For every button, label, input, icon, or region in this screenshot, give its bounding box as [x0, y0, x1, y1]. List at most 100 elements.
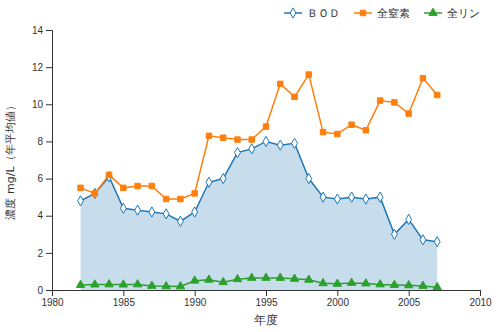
marker — [249, 144, 255, 154]
marker — [135, 205, 141, 215]
marker — [290, 274, 298, 281]
legend-item: ＢＯＤ — [284, 7, 340, 20]
tick: 4 — [37, 210, 52, 221]
marker — [363, 128, 368, 133]
tick: 1995 — [255, 290, 278, 308]
markers — [76, 273, 441, 289]
marker — [192, 207, 198, 217]
marker — [106, 172, 111, 177]
marker — [362, 279, 370, 286]
marker — [121, 185, 126, 190]
marks — [76, 72, 441, 290]
markers — [78, 136, 441, 246]
marker — [220, 135, 225, 140]
tick-mark — [409, 290, 410, 296]
marker — [206, 133, 211, 138]
marker — [377, 192, 383, 202]
marker — [163, 196, 168, 201]
y-axis: 02468101214 — [32, 25, 53, 296]
tick-mark — [46, 30, 52, 31]
marker — [349, 192, 355, 202]
x-axis-title: 年度 — [254, 313, 278, 327]
marker — [406, 214, 412, 224]
marker — [292, 94, 297, 99]
marker — [420, 235, 426, 245]
tick-label: 1985 — [113, 297, 136, 308]
tick-label: 1990 — [184, 297, 207, 308]
tick-label: 4 — [37, 210, 43, 221]
marker — [335, 131, 340, 136]
chart-container: 198019851990199520002005201002468101214年… — [0, 0, 500, 332]
area — [81, 141, 438, 290]
line — [81, 75, 438, 199]
marker — [333, 279, 341, 286]
tick: 8 — [37, 136, 52, 147]
marker — [349, 122, 354, 127]
y-axis-title: 濃度 mg/L（年平均値） — [4, 100, 17, 219]
tick-mark — [46, 179, 52, 180]
marker — [135, 183, 140, 188]
marker — [206, 177, 212, 187]
marker — [334, 194, 340, 204]
tick-label: 6 — [37, 173, 43, 184]
legend-label: ＢＯＤ — [307, 7, 340, 20]
tick-label: 2000 — [327, 297, 350, 308]
marker — [191, 276, 199, 283]
axis-line — [53, 291, 481, 297]
tick-mark — [46, 253, 52, 254]
tick: 2005 — [398, 290, 421, 308]
tick: 1985 — [113, 290, 136, 308]
marker — [306, 173, 312, 183]
marker — [91, 280, 99, 287]
marker — [105, 280, 113, 287]
marker — [162, 281, 170, 288]
tick-mark — [46, 216, 52, 217]
tick-label: 0 — [37, 285, 43, 296]
marker — [106, 172, 112, 182]
tick: 0 — [37, 285, 52, 296]
legend-item: 全窒素 — [354, 7, 410, 20]
marker — [420, 76, 425, 81]
legend-item: 全リン — [424, 7, 480, 20]
line — [81, 278, 438, 287]
marker — [433, 282, 441, 289]
legend: ＢＯＤ 全窒素 全リン — [284, 7, 480, 20]
marker — [177, 216, 183, 226]
tick-mark — [337, 290, 338, 296]
marker — [262, 273, 270, 280]
marker — [120, 203, 126, 213]
marker — [78, 185, 83, 190]
legend-label: 全窒素 — [377, 7, 410, 20]
tick-mark — [46, 104, 52, 105]
markers — [78, 72, 440, 202]
marker — [78, 196, 84, 206]
tick-mark — [46, 290, 52, 291]
tick: 6 — [37, 173, 52, 184]
tick: 1990 — [184, 290, 207, 308]
marker — [278, 81, 283, 86]
marker — [406, 111, 411, 116]
marker — [263, 124, 268, 129]
marker — [220, 173, 226, 183]
marker — [276, 273, 284, 280]
tick-label: 14 — [32, 25, 44, 36]
marker — [292, 138, 298, 148]
marker — [376, 280, 384, 287]
marker — [92, 191, 97, 196]
legend-marker — [429, 8, 437, 15]
chart-svg: 198019851990199520002005201002468101214年… — [0, 0, 500, 332]
marker — [391, 229, 397, 239]
marker — [405, 281, 413, 288]
marker — [392, 100, 397, 105]
marker — [149, 183, 154, 188]
marker — [277, 140, 283, 150]
tick: 12 — [32, 62, 52, 73]
marker — [133, 280, 141, 287]
tick-mark — [46, 141, 52, 142]
marker — [347, 278, 355, 285]
tick-label: 2 — [37, 248, 43, 259]
marker — [205, 275, 213, 282]
tick: 2010 — [469, 290, 492, 308]
marker — [390, 280, 398, 287]
axis-line — [46, 31, 53, 291]
